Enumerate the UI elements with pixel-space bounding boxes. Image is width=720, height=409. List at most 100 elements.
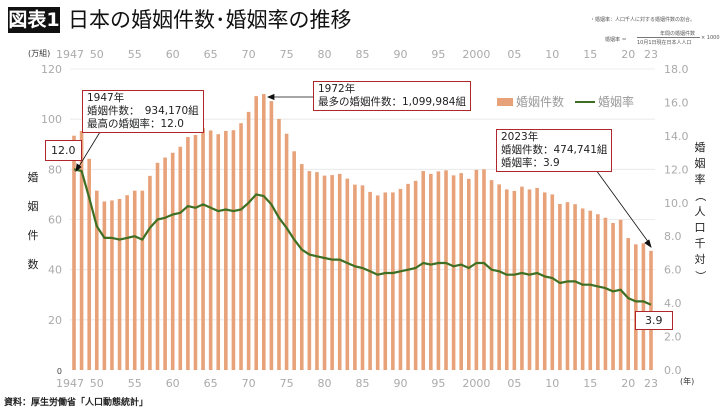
axis-title-char: 千 — [694, 237, 706, 250]
bar — [406, 183, 410, 370]
x-tick-label-bottom: 55 — [128, 377, 142, 390]
rate-line — [73, 168, 652, 306]
bar — [148, 175, 152, 370]
x-tick-label-top: 90 — [393, 48, 407, 61]
bar — [634, 244, 638, 370]
bar — [520, 186, 524, 370]
bar — [459, 173, 463, 370]
bar — [368, 191, 372, 370]
annotation-line: 2023年 — [501, 131, 539, 143]
left-tick-label: 60 — [48, 214, 62, 227]
x-tick-label-bottom: 10 — [545, 377, 559, 390]
bar — [375, 195, 380, 370]
annotation-line: 婚姻件数： 934,170組 — [87, 105, 199, 117]
right-tick-label: 8.0 — [664, 230, 682, 243]
bar — [383, 192, 388, 370]
bar — [353, 184, 357, 370]
bar — [398, 188, 403, 370]
x-tick-label-top: 15 — [583, 48, 597, 61]
x-axis-unit: (年) — [680, 377, 695, 386]
x-tick-label-bottom: 60 — [166, 377, 180, 390]
legend-label-marriages: 婚姻件数 — [516, 95, 565, 109]
formula-denominator: 10月1日現在日本人人口 — [637, 40, 692, 46]
legend: 婚姻件数 婚姻率 — [497, 93, 634, 110]
bar — [292, 151, 296, 370]
bar — [307, 171, 312, 370]
bar — [527, 189, 532, 370]
bar — [573, 204, 577, 370]
annotation-1972: 1972年 最多の婚姻件数：1,099,984組 — [313, 81, 471, 111]
bar — [512, 190, 517, 370]
x-tick-label-bottom: 23 — [644, 377, 658, 390]
left-tick-label: 0 — [57, 367, 62, 376]
bar — [611, 223, 615, 370]
bar — [413, 180, 418, 370]
bar — [201, 128, 205, 370]
bar — [262, 94, 266, 370]
bar — [542, 192, 547, 370]
x-tick-label-top: 95 — [431, 48, 445, 61]
bar — [94, 190, 99, 370]
bar — [391, 192, 395, 370]
annotation-line: 婚姻率：3.9 — [501, 157, 560, 169]
bar — [269, 101, 274, 371]
bar — [565, 202, 570, 370]
formula-numerator: 年間の婚姻件数 — [660, 31, 696, 37]
right-tick-label: 16.0 — [664, 96, 689, 109]
bar — [239, 123, 243, 371]
arrowhead-2023 — [644, 239, 652, 248]
bar — [596, 214, 600, 370]
formula-lhs: 婚姻率 ＝ — [605, 37, 627, 43]
x-tick-label-top: 65 — [204, 48, 218, 61]
bar — [299, 164, 304, 370]
x-tick-label-top: 20 — [621, 48, 635, 61]
right-tick-label: 10.0 — [664, 197, 689, 210]
x-tick-label-bottom: 90 — [393, 377, 407, 390]
bar — [504, 189, 509, 370]
bar — [482, 169, 486, 370]
x-tick-label-top: 2000 — [462, 48, 490, 61]
legend-line-swatch — [575, 100, 596, 103]
x-tick-label-top: 10 — [545, 48, 559, 61]
axis-title-char: 婚 — [694, 141, 706, 154]
figure-label: 図表1 — [8, 7, 60, 33]
x-tick-label-bottom: 50 — [90, 377, 104, 390]
bar — [451, 175, 456, 370]
bar — [178, 146, 183, 370]
bar — [535, 187, 539, 370]
annotation-line: 1947年 — [87, 92, 125, 104]
annotation-1947: 1947年 婚姻件数： 934,170組 最高の婚姻率：12.0 — [82, 90, 204, 133]
arrow-2023 — [595, 169, 650, 244]
arrowhead-1947 — [75, 163, 82, 172]
x-tick-label-bottom: 95 — [431, 377, 445, 390]
bar — [254, 96, 259, 370]
bar — [550, 194, 555, 370]
bar — [277, 118, 281, 370]
x-tick-label-top: 1947 — [56, 48, 84, 61]
bar — [208, 130, 213, 370]
axis-title-char: 件 — [27, 229, 39, 242]
bar — [497, 184, 501, 370]
note-definition: ・婚姻率：人口千人に対する婚姻件数の割合。 — [590, 17, 696, 23]
bar — [641, 243, 646, 370]
bar — [170, 152, 175, 370]
bar — [140, 190, 145, 370]
x-tick-label-top: 80 — [318, 48, 332, 61]
bar — [588, 210, 593, 370]
right-tick-label: 18.0 — [664, 63, 689, 76]
x-tick-label-top: 60 — [166, 48, 180, 61]
left-axis-title: 婚姻件数 — [26, 168, 40, 284]
bar — [360, 185, 365, 370]
bar — [421, 171, 426, 370]
bar — [102, 201, 107, 370]
right-tick-label: 4.0 — [664, 297, 682, 310]
bar — [72, 135, 76, 370]
bar — [155, 162, 160, 370]
bar — [603, 217, 608, 370]
chart-title: 日本の婚姻件数･婚姻率の推移 — [68, 8, 352, 32]
bar — [246, 111, 251, 370]
x-tick-label-bottom: 70 — [242, 377, 256, 390]
axis-title-char: 人 — [694, 205, 706, 218]
right-tick-label: 12.0 — [664, 163, 689, 176]
left-tick-label: 100 — [41, 113, 62, 126]
